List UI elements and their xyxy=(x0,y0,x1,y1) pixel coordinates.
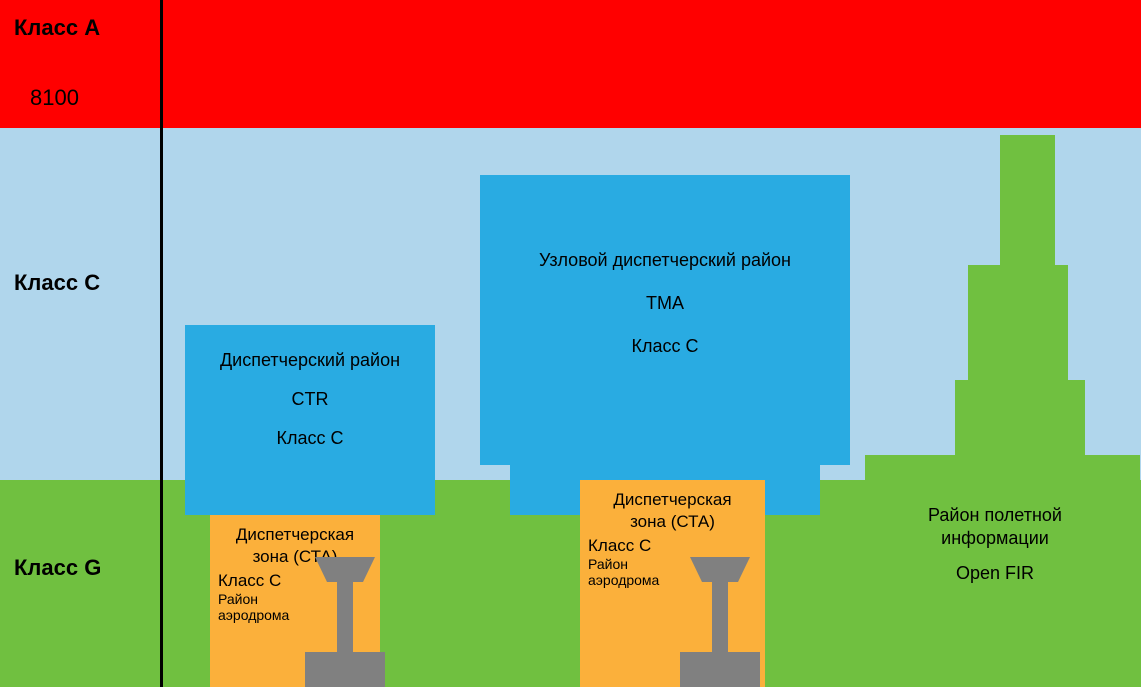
ctr-code: CTR xyxy=(185,389,435,410)
cta2-title1: Диспетчерская xyxy=(588,490,757,510)
ctr-title: Диспетчерский район xyxy=(185,350,435,371)
cta1-title1: Диспетчерская xyxy=(218,525,372,545)
tower-icon-2 xyxy=(680,557,760,687)
airspace-diagram: Узловой диспетчерский район ТМА Класс С … xyxy=(0,0,1141,687)
fir-line3: Open FIR xyxy=(870,563,1120,584)
ctr-class: Класс С xyxy=(185,428,435,449)
tma-title: Узловой диспетчерский район xyxy=(480,250,850,271)
class-c-label: Класс С xyxy=(14,270,100,296)
cta2-class: Класс С xyxy=(588,536,757,556)
altitude-axis xyxy=(160,0,163,687)
tower-icon-1 xyxy=(305,557,385,687)
class-a-label: Класс А xyxy=(14,15,100,41)
class-a-band xyxy=(0,0,1141,128)
class-g-label: Класс G xyxy=(14,555,101,581)
cta2-title2: зона (СТА) xyxy=(588,512,757,532)
tma-text: Узловой диспетчерский район ТМА Класс С xyxy=(480,250,850,379)
altitude-label: 8100 xyxy=(30,85,79,111)
tma-code: ТМА xyxy=(480,293,850,314)
tma-class: Класс С xyxy=(480,336,850,357)
fir-line1: Район полетной xyxy=(870,505,1120,526)
fir-text: Район полетной информации Open FIR xyxy=(870,505,1120,592)
fir-line2: информации xyxy=(870,528,1120,549)
ctr-text: Диспетчерский район CTR Класс С xyxy=(185,350,435,467)
